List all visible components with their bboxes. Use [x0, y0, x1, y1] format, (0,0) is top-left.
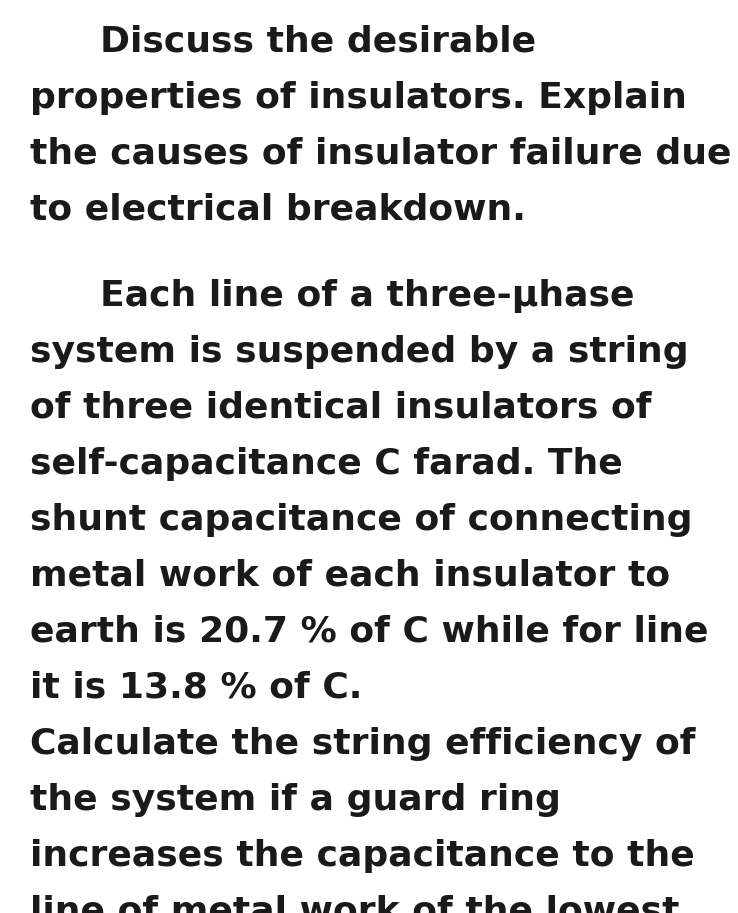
- Text: Discuss the desirable: Discuss the desirable: [100, 25, 536, 59]
- Text: to electrical breakdown.: to electrical breakdown.: [30, 193, 526, 227]
- Text: the causes of insulator failurе due: the causes of insulator failurе due: [30, 137, 731, 171]
- Text: of three identical insulators of: of three identical insulators of: [30, 391, 652, 425]
- Text: earth is 20.7 % of C while for line: earth is 20.7 % of C while for line: [30, 615, 708, 649]
- Text: the system if a guard ring: the system if a guard ring: [30, 783, 561, 817]
- Text: properties of insulators. Explain: properties of insulators. Explain: [30, 81, 687, 115]
- Text: Calculate the string efficiency of: Calculate the string efficiency of: [30, 727, 695, 761]
- Text: it is 13.8 % of C.: it is 13.8 % of C.: [30, 671, 362, 705]
- Text: shunt capacitance of connecting: shunt capacitance of connecting: [30, 503, 692, 537]
- Text: system is suspended by a string: system is suspended by a string: [30, 335, 689, 369]
- Text: self-capacitance C farad. The: self-capacitance C farad. The: [30, 447, 623, 481]
- Text: increases the capacitance to the: increases the capacitance to the: [30, 839, 694, 873]
- Text: Each line of a three-μhase: Each line of a three-μhase: [100, 279, 635, 313]
- Text: line of metal work of the lowest: line of metal work of the lowest: [30, 895, 680, 913]
- Text: metal work of each insulator to: metal work of each insulator to: [30, 559, 670, 593]
